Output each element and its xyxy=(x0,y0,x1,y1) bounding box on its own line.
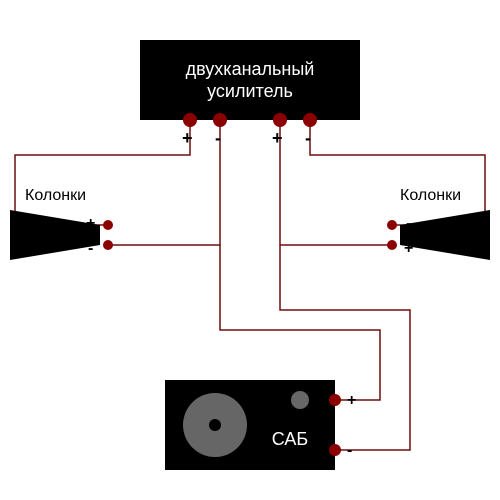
sub-label: САБ xyxy=(272,429,308,449)
speaker-label-left: Колонки xyxy=(25,187,86,204)
amplifier-label-line2: усилитель xyxy=(207,81,293,101)
sub-terminal-0 xyxy=(329,394,341,406)
amp-terminal-sign-1: - xyxy=(215,128,221,148)
amp-terminal-0 xyxy=(183,113,197,127)
speaker-left-terminal-1 xyxy=(103,240,113,250)
amp-terminal-2 xyxy=(273,113,287,127)
sub-terminal-1 xyxy=(329,444,341,456)
speaker-right-sign-0: - xyxy=(406,215,411,232)
amp-terminal-1 xyxy=(213,113,227,127)
speaker-right-terminal-0 xyxy=(387,220,397,230)
amp-terminal-sign-2: + xyxy=(272,128,283,148)
speaker-left-sign-1: - xyxy=(88,240,93,257)
speaker-right-sign-1: + xyxy=(404,240,413,257)
wire-2 xyxy=(280,120,392,245)
sub-driver-center-icon xyxy=(209,419,221,431)
speaker-label-right: Колонки xyxy=(400,187,461,204)
sub-sign-1: - xyxy=(347,442,352,459)
speaker-cone-right xyxy=(400,210,490,260)
sub-port-icon xyxy=(291,391,309,409)
speaker-left-terminal-0 xyxy=(103,220,113,230)
amp-terminal-sign-0: + xyxy=(182,128,193,148)
wire-4 xyxy=(220,245,380,400)
speaker-left-sign-0: + xyxy=(86,215,95,232)
amplifier-label-line1: двухканальный xyxy=(186,59,315,79)
sub-sign-0: + xyxy=(347,392,356,409)
amp-terminal-sign-3: - xyxy=(305,128,311,148)
amp-terminal-3 xyxy=(303,113,317,127)
wiring-diagram: двухканальныйусилитель+-+-Колонки+-Колон… xyxy=(0,0,500,500)
wire-1 xyxy=(108,120,220,245)
speaker-right-terminal-1 xyxy=(387,240,397,250)
